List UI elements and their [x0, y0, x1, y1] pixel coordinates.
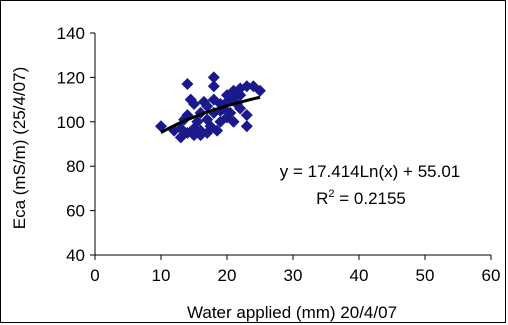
y-axis-title: Eca (mS/m) (25/4/07): [10, 67, 29, 230]
x-axis-title: Water applied (mm) 20/4/07: [187, 303, 397, 322]
data-point-marker: [224, 106, 237, 119]
x-tick-label: 0: [90, 266, 99, 285]
x-tick-label: 10: [152, 266, 171, 285]
x-tick-label: 50: [416, 266, 435, 285]
data-point-marker: [211, 124, 224, 137]
data-point-marker: [207, 71, 220, 84]
data-point-marker: [191, 115, 204, 128]
r-squared-value: = 0.2155: [335, 189, 406, 208]
y-tick-label: 80: [66, 157, 85, 176]
data-point-marker: [240, 120, 253, 133]
r-squared-label: R2 = 0.2155: [316, 188, 406, 208]
data-point-marker: [201, 100, 214, 113]
y-tick-label: 140: [57, 24, 85, 43]
y-tick-label: 60: [66, 202, 85, 221]
r-squared-prefix: R: [316, 189, 328, 208]
trendline: [160, 95, 261, 134]
y-tick-label: 120: [57, 68, 85, 87]
x-tick-label: 60: [482, 266, 501, 285]
x-axis: 0 10 20 30 40 50 60: [90, 254, 501, 285]
data-points: [155, 71, 266, 144]
x-tick-label: 40: [350, 266, 369, 285]
data-point-marker: [204, 120, 217, 133]
data-point-marker: [188, 98, 200, 111]
y-axis: 40 60 80 100 120 140: [57, 24, 96, 265]
x-tick-label: 20: [218, 266, 237, 285]
y-tick-label: 40: [66, 246, 85, 265]
data-point-marker: [254, 84, 266, 97]
data-point-marker: [181, 78, 194, 91]
data-point-marker: [207, 80, 220, 93]
data-point-marker: [155, 120, 167, 133]
data-point-marker: [201, 126, 214, 139]
data-point-marker: [227, 115, 240, 128]
r-squared-exponent: 2: [328, 188, 334, 200]
data-point-marker: [234, 89, 247, 102]
data-point-marker: [234, 102, 247, 115]
x-tick-label: 30: [284, 266, 303, 285]
data-point-marker: [240, 80, 253, 93]
data-point-marker: [240, 109, 253, 122]
trendline-equation: y = 17.414Ln(x) + 55.01: [280, 162, 461, 181]
y-tick-label: 100: [57, 113, 85, 132]
